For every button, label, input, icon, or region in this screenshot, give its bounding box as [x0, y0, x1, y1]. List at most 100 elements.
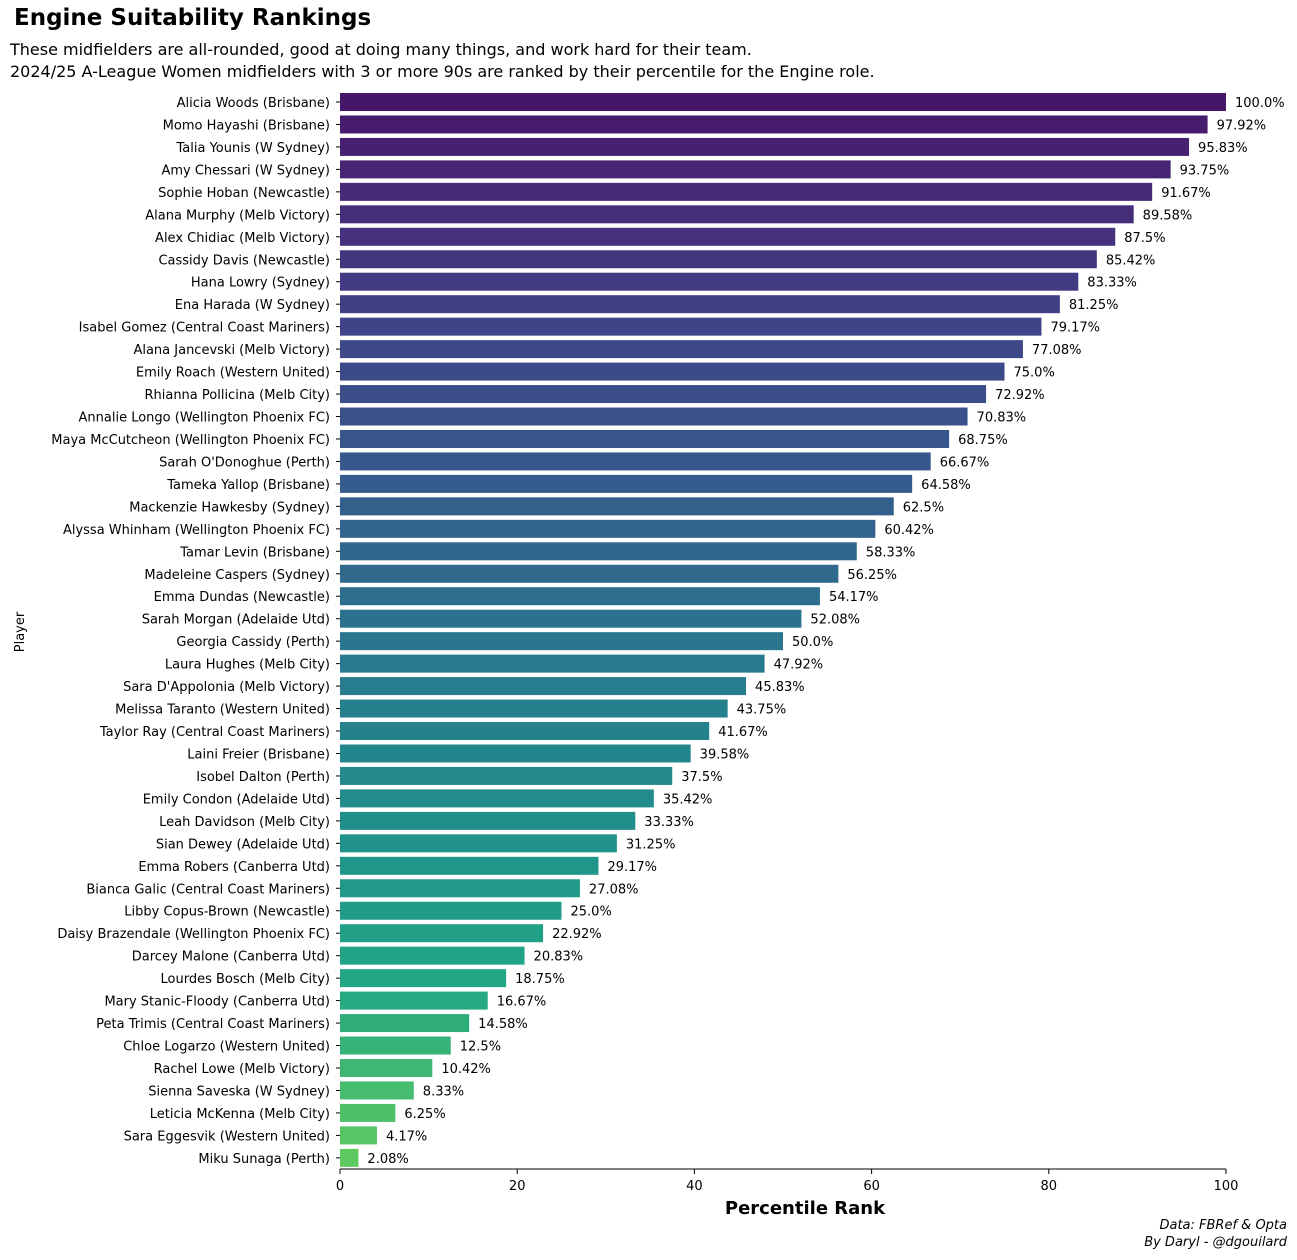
y-tick-label: Mary Stanic-Floody (Canberra Utd) [104, 995, 330, 1010]
value-label: 89.58% [1143, 208, 1193, 223]
bar [340, 722, 710, 741]
value-label: 2.08% [367, 1152, 408, 1167]
y-tick-label: Sarah O'Donoghue (Perth) [159, 455, 330, 470]
value-label: 41.67% [718, 725, 768, 740]
value-label: 37.5% [681, 770, 722, 785]
value-label: 91.67% [1161, 186, 1211, 201]
value-label: 62.5% [903, 500, 944, 515]
bar [340, 744, 691, 763]
bar [340, 205, 1134, 224]
value-label: 20.83% [534, 950, 584, 965]
bar [340, 137, 1190, 156]
x-tick-label: 0 [336, 1179, 344, 1194]
bar [340, 474, 913, 493]
bar [340, 609, 802, 628]
value-label: 100.0% [1235, 96, 1285, 111]
y-tick-label: Chloe Logarzo (Western United) [123, 1040, 330, 1055]
bar [340, 834, 617, 853]
value-label: 50.0% [792, 635, 833, 650]
value-labels: 100.0% 97.92% 95.83% 93.75% 91.67% 89.58% 87.5… [367, 96, 1284, 1167]
bar [340, 93, 1226, 111]
y-tick-label: Mackenzie Hawkesby (Sydney) [129, 500, 330, 515]
value-label: 68.75% [958, 433, 1008, 448]
y-tick-label: Isobel Dalton (Perth) [196, 770, 330, 785]
y-tick-label: Sara D'Appolonia (Melb Victory) [123, 680, 330, 695]
bar [340, 1103, 396, 1122]
y-tick-label: Darcey Malone (Canberra Utd) [132, 950, 330, 965]
y-tick-label: Sara Eggesvik (Western United) [124, 1129, 330, 1144]
y-tick-label: Momo Hayashi (Brisbane) [163, 118, 330, 133]
y-tick-label: Peta Trimis (Central Coast Mariners) [96, 1017, 330, 1032]
bar [340, 1126, 377, 1145]
x-tick-label: 20 [509, 1179, 526, 1194]
value-label: 45.83% [755, 680, 805, 695]
y-tick-label: Sophie Hoban (Newcastle) [158, 186, 330, 201]
y-tick-label: Sienna Saveska (W Sydney) [148, 1084, 330, 1099]
value-label: 25.0% [571, 905, 612, 920]
credit-source: Data: FBRef & Opta [1159, 1218, 1287, 1233]
bar [340, 295, 1060, 314]
y-tick-label: Rhianna Pollicina (Melb City) [144, 388, 330, 403]
y-tick-label: Miku Sunaga (Perth) [198, 1152, 330, 1167]
y-tick-label: Madeleine Caspers (Sydney) [144, 568, 330, 583]
value-label: 4.17% [386, 1129, 427, 1144]
y-tick-label: Alex Chidiac (Melb Victory) [155, 231, 330, 246]
x-tick-label: 60 [863, 1179, 880, 1194]
bar [340, 811, 636, 830]
bar [340, 250, 1097, 269]
value-label: 64.58% [921, 478, 971, 493]
bar [340, 1014, 470, 1033]
y-tick-label: Bianca Galic (Central Coast Mariners) [86, 882, 330, 897]
bar [340, 856, 599, 875]
value-label: 70.83% [977, 411, 1027, 426]
y-tick-label: Emma Dundas (Newcastle) [154, 590, 330, 605]
bar [340, 227, 1116, 246]
y-tick-label: Cassidy Davis (Newcastle) [158, 253, 330, 268]
y-tick-label: Libby Copus-Brown (Newcastle) [124, 905, 330, 920]
value-label: 60.42% [884, 523, 934, 538]
bar [340, 519, 876, 538]
y-tick-label: Sarah Morgan (Adelaide Utd) [142, 613, 330, 628]
bar [340, 542, 857, 561]
value-label: 39.58% [700, 747, 750, 762]
y-tick-label: Sian Dewey (Adelaide Utd) [156, 837, 330, 852]
x-axis: 0 20 40 60 80 100 [336, 1168, 1238, 1194]
value-label: 85.42% [1106, 253, 1156, 268]
value-label: 87.5% [1124, 231, 1165, 246]
y-tick-label: Rachel Lowe (Melb Victory) [154, 1062, 330, 1077]
x-tick-label: 80 [1041, 1179, 1058, 1194]
bar [340, 115, 1208, 134]
chart-subtitle-line-1: These midfielders are all-rounded, good … [10, 40, 752, 59]
bar [340, 1058, 433, 1077]
y-tick-label: Emily Condon (Adelaide Utd) [143, 792, 330, 807]
bar [340, 699, 728, 718]
value-label: 83.33% [1087, 276, 1137, 291]
y-tick-label: Daisy Brazendale (Wellington Phoenix FC) [57, 927, 330, 942]
value-label: 58.33% [866, 545, 916, 560]
bar [340, 654, 765, 673]
y-tick-labels: Alicia Woods (Brisbane) Momo Hayashi (Bri… [51, 96, 340, 1167]
bar [340, 879, 580, 898]
bar [340, 160, 1171, 179]
y-axis-title: Player [13, 611, 28, 652]
y-tick-label: Tameka Yallop (Brisbane) [166, 478, 330, 493]
y-tick-label: Ena Harada (W Sydney) [175, 298, 330, 313]
bar [340, 969, 507, 988]
bar [340, 452, 931, 471]
bar [340, 407, 968, 426]
value-label: 97.92% [1217, 118, 1267, 133]
y-tick-label: Leah Davidson (Melb City) [159, 815, 330, 830]
value-label: 43.75% [737, 703, 787, 718]
credit-author: By Daryl - @dgouilard [1144, 1235, 1287, 1250]
y-tick-label: Leticia McKenna (Melb City) [150, 1107, 330, 1122]
bar [340, 317, 1042, 336]
bar [340, 1148, 359, 1167]
y-tick-label: Emma Robers (Canberra Utd) [138, 860, 330, 875]
value-label: 16.67% [497, 995, 547, 1010]
chart-subtitle-line-2: 2024/25 A-League Women midfielders with … [10, 62, 875, 81]
bar [340, 340, 1023, 359]
value-label: 52.08% [810, 613, 860, 628]
y-tick-label: Lourdes Bosch (Melb City) [161, 972, 330, 987]
bar [340, 677, 747, 696]
value-label: 93.75% [1180, 163, 1230, 178]
